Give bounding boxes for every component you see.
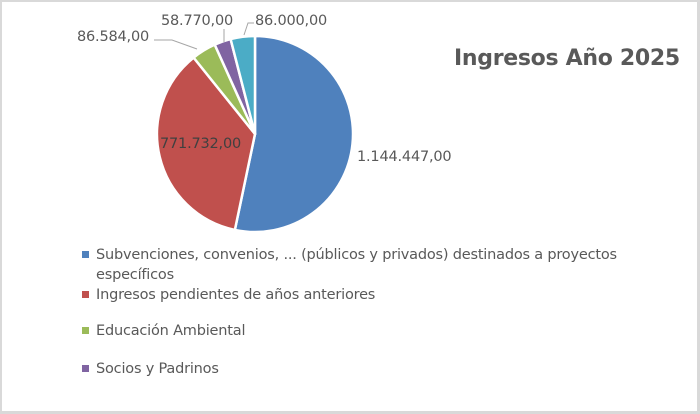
- legend-swatch: [82, 365, 89, 372]
- legend-swatch: [82, 291, 89, 298]
- chart-title: Ingresos Año 2025: [454, 46, 680, 71]
- data-label-pendientes: 771.732,00: [160, 136, 242, 152]
- chart-legend: Subvenciones, convenios, ... (públicos y…: [82, 245, 682, 379]
- legend-swatch: [82, 251, 89, 258]
- data-label-socios: 58.770,00: [161, 13, 233, 29]
- pie-slice-pendientes: [155, 56, 257, 232]
- data-label-subvenciones: 1.144.447,00: [357, 149, 452, 165]
- legend-item-educacion: Educación Ambiental: [82, 321, 682, 341]
- legend-item-socios: Socios y Padrinos: [82, 359, 682, 379]
- legend-item-subvenciones: Subvenciones, convenios, ... (públicos y…: [82, 245, 682, 285]
- data-label-otros: 86.000,00: [255, 13, 327, 29]
- pie-slice-subvenciones: [233, 34, 355, 234]
- leader-line-otros: [243, 22, 254, 36]
- pie-slice-otros: [229, 34, 257, 136]
- legend-swatch: [82, 327, 89, 334]
- leader-line-educacion: [154, 39, 198, 50]
- data-label-educacion: 86.584,00: [77, 29, 149, 45]
- legend-item-pendientes: Ingresos pendientes de años anteriores: [82, 285, 682, 305]
